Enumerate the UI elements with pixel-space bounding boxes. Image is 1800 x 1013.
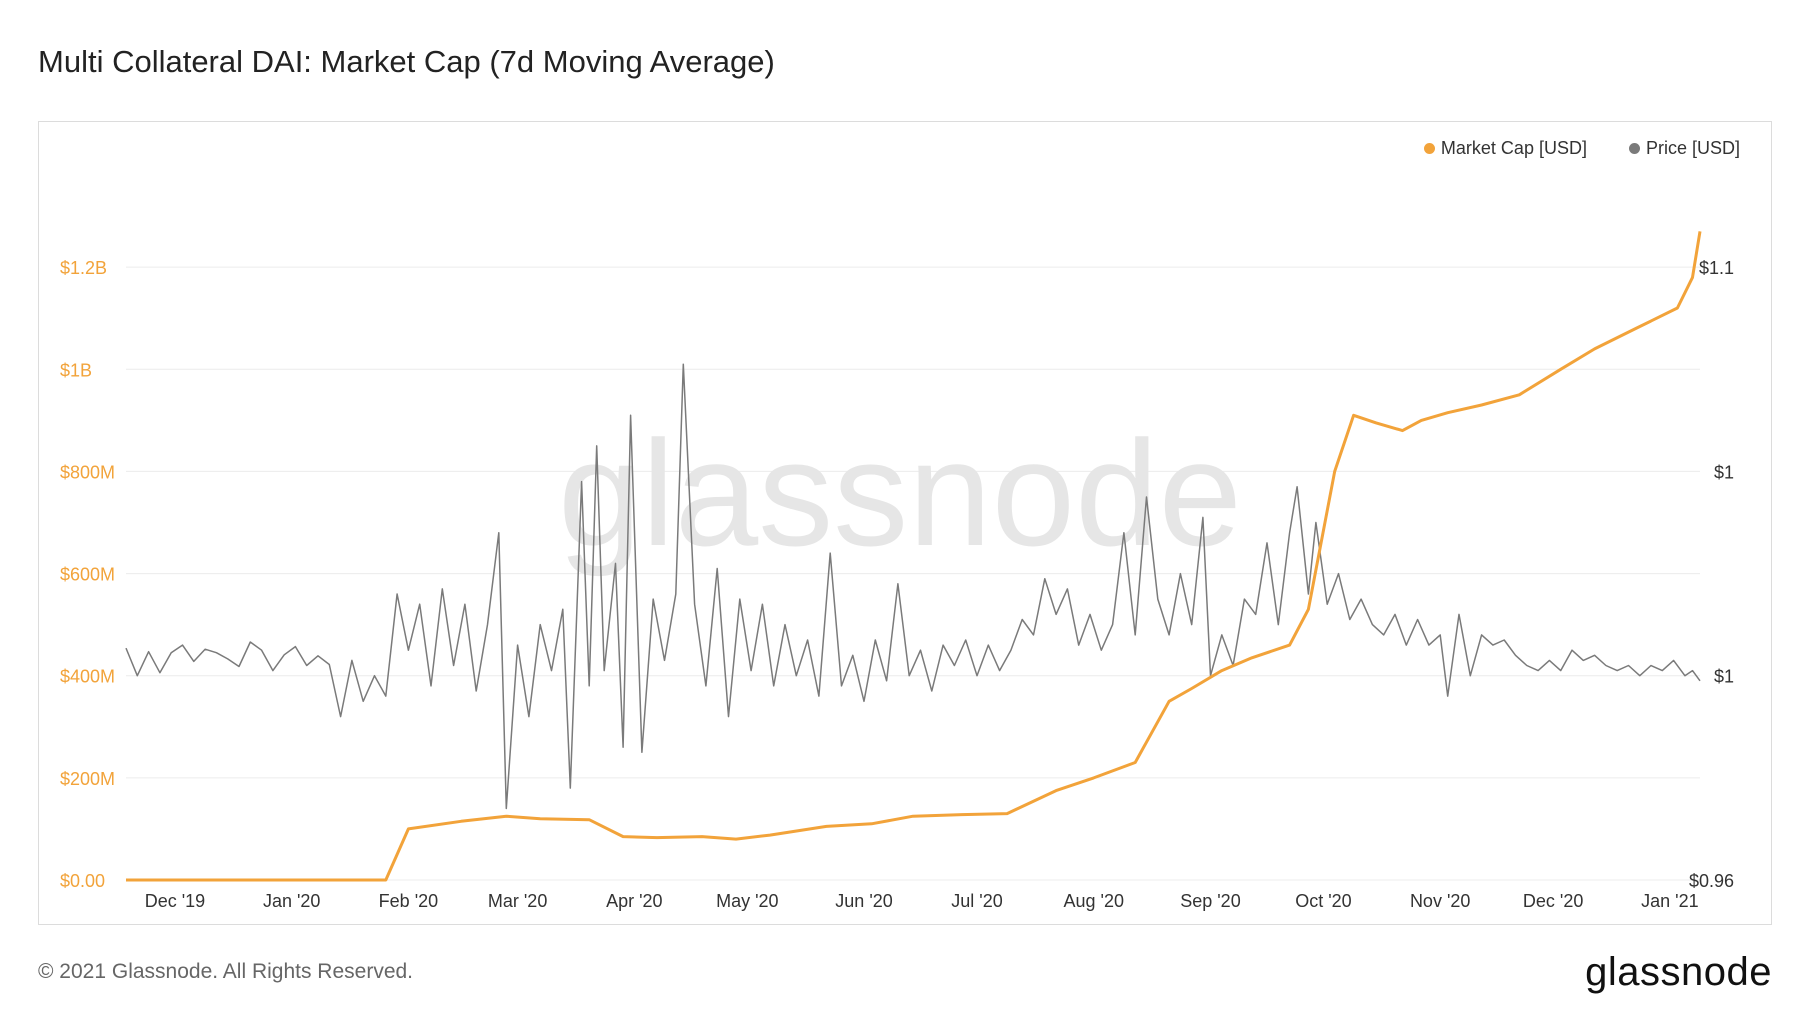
series-group bbox=[125, 231, 1702, 882]
y-left-tick-label: $0.00 bbox=[60, 871, 105, 891]
x-tick-label: Feb '20 bbox=[379, 891, 438, 911]
series-line-price[interactable] bbox=[125, 363, 1701, 810]
x-tick-label: Jun '20 bbox=[835, 891, 892, 911]
y-left-tick-label: $1B bbox=[60, 360, 92, 380]
y-left-tick-label: $600M bbox=[60, 565, 115, 585]
legend-item-market-cap[interactable]: Market Cap [USD] bbox=[1423, 138, 1587, 159]
y-right-tick-label: $1.1 bbox=[1699, 258, 1734, 278]
legend-dot-market-cap bbox=[1423, 143, 1435, 154]
x-tick-label: Jul '20 bbox=[951, 891, 1002, 911]
x-tick-label: Apr '20 bbox=[606, 891, 662, 911]
chart-legend: Market Cap [USD] Price [USD] bbox=[1423, 138, 1740, 159]
x-tick-label: Oct '20 bbox=[1295, 891, 1351, 911]
x-tick-label: Jan '20 bbox=[263, 891, 320, 911]
x-axis: Dec '19 Jan '20 Feb '20 Mar '20 Apr '20 May '… bbox=[145, 891, 1699, 911]
y-axis-left: $0.00 $200M $400M $600M $800M $1B $1.2B bbox=[60, 258, 115, 891]
footer-copyright: © 2021 Glassnode. All Rights Reserved. bbox=[38, 960, 414, 983]
series-line-market-cap[interactable] bbox=[126, 231, 1702, 882]
x-tick-label: Mar '20 bbox=[488, 891, 547, 911]
x-tick-label: Jan '21 bbox=[1641, 891, 1698, 911]
legend-label-price: Price [USD] bbox=[1645, 138, 1740, 158]
legend-dot-price bbox=[1628, 143, 1640, 154]
y-right-tick-label: $1 bbox=[1714, 667, 1734, 687]
y-left-tick-label: $800M bbox=[60, 462, 115, 482]
grid-lines bbox=[126, 266, 1700, 881]
x-tick-label: May '20 bbox=[716, 891, 778, 911]
y-right-tick-label: $0.96 bbox=[1689, 871, 1734, 891]
x-tick-label: Dec '19 bbox=[145, 891, 205, 911]
x-tick-label: Aug '20 bbox=[1063, 891, 1124, 911]
x-tick-label: Nov '20 bbox=[1410, 891, 1470, 911]
watermark-text: glassnode bbox=[558, 409, 1242, 577]
chart-frame bbox=[38, 121, 1772, 925]
page-title: Multi Collateral DAI: Market Cap (7d Mov… bbox=[38, 44, 775, 79]
legend-item-price[interactable]: Price [USD] bbox=[1628, 138, 1740, 159]
legend-label-market-cap: Market Cap [USD] bbox=[1440, 138, 1587, 158]
y-axis-right: $0.96 $1 $1 $1.1 bbox=[1689, 258, 1734, 891]
y-right-tick-label: $1 bbox=[1714, 462, 1734, 482]
y-left-tick-label: $200M bbox=[60, 769, 115, 789]
y-left-tick-label: $400M bbox=[60, 667, 115, 687]
glassnode-logo[interactable]: glassnode bbox=[1585, 950, 1772, 994]
x-tick-label: Dec '20 bbox=[1523, 891, 1583, 911]
y-left-tick-label: $1.2B bbox=[60, 258, 107, 278]
x-tick-label: Sep '20 bbox=[1180, 891, 1241, 911]
